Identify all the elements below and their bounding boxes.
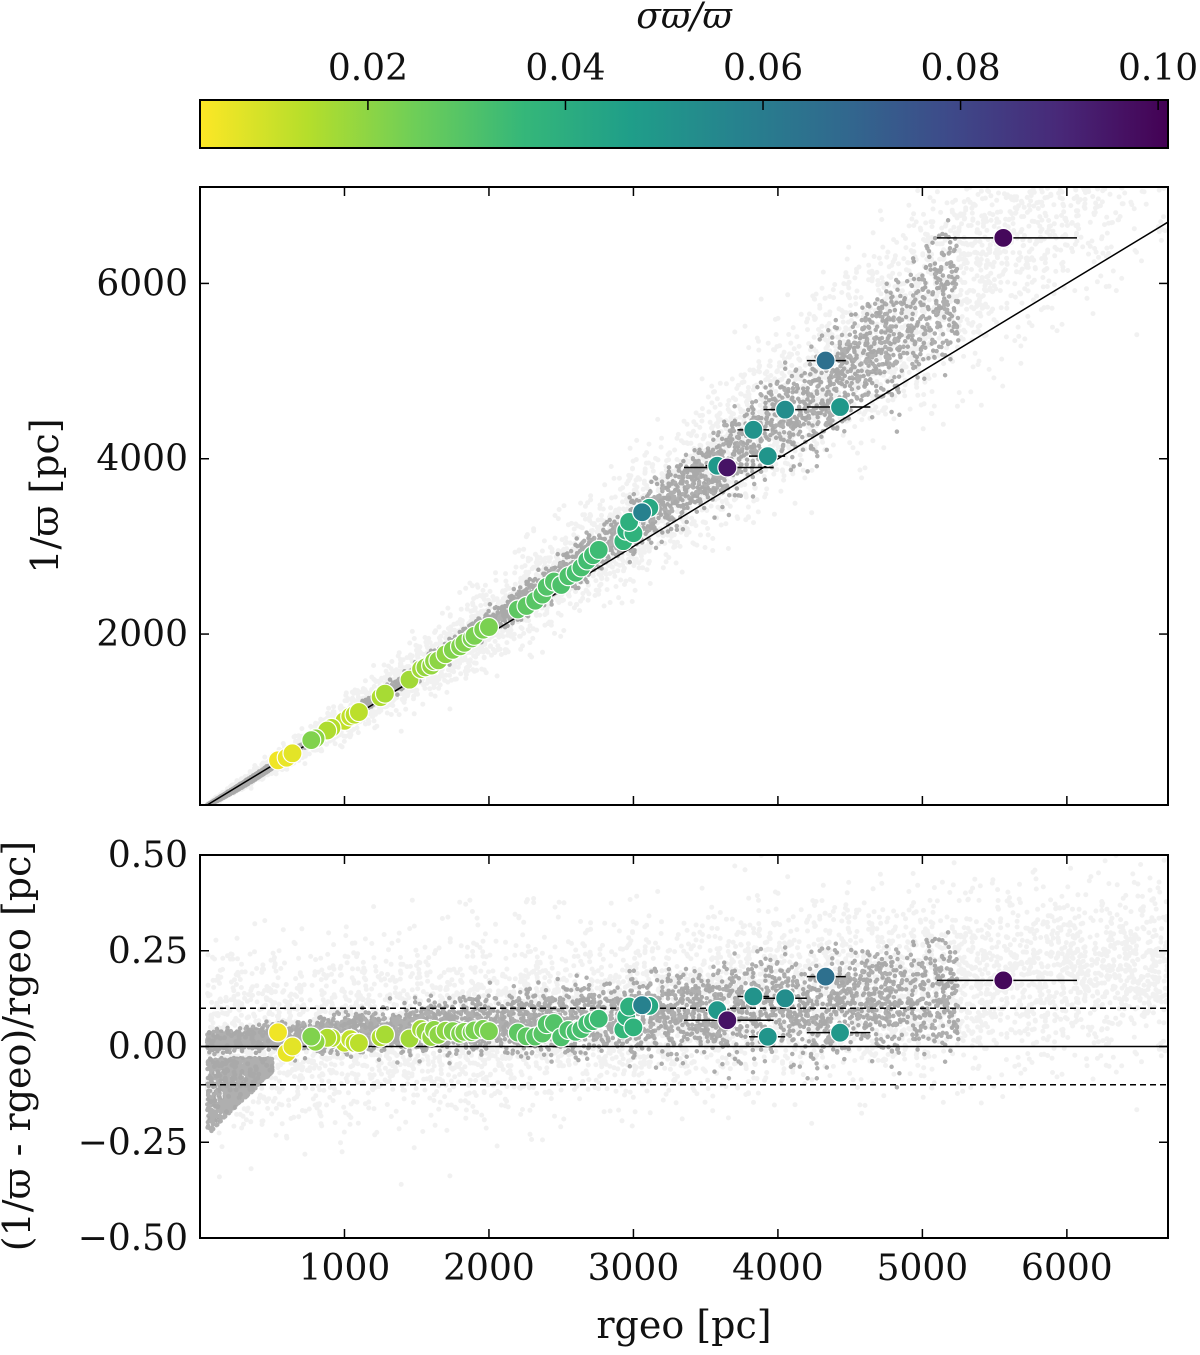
data-point — [717, 1010, 738, 1031]
data-point — [374, 683, 396, 704]
y-tick-label: 0.00 — [108, 1027, 188, 1068]
colorbar-tick-label: 0.02 — [328, 48, 408, 89]
data-point — [717, 457, 738, 478]
x-tick-label: 4000 — [732, 1248, 824, 1289]
y-tick-label: 6000 — [96, 263, 188, 304]
colorbar-tick-label: 0.08 — [920, 48, 1000, 89]
bottom-background-density — [204, 855, 1168, 1187]
data-point — [348, 701, 370, 723]
data-point — [267, 1022, 289, 1043]
bottom-xlabel: rgeo [pc] — [596, 1303, 771, 1347]
data-point — [815, 350, 836, 371]
colorbar-bar — [200, 100, 1168, 148]
x-tick-label: 1000 — [299, 1248, 391, 1289]
colorbar-tick-label: 0.04 — [525, 48, 605, 89]
bottom-panel: 1000 2000 3000 4000 5000 6000 −0.50 −0.25 0.00 0.… — [0, 835, 1169, 1347]
data-point — [348, 1032, 370, 1054]
data-point — [301, 1026, 322, 1047]
data-point — [757, 1026, 778, 1047]
y-tick-label: −0.25 — [78, 1122, 188, 1163]
data-point — [775, 988, 796, 1009]
y-tick-label: 0.25 — [108, 931, 188, 972]
data-point — [993, 227, 1014, 248]
data-point — [282, 743, 303, 764]
data-point — [623, 1017, 644, 1038]
top-ticks: 2000 4000 6000 — [96, 187, 1168, 805]
data-point — [632, 502, 653, 523]
data-point — [829, 1022, 851, 1043]
x-tick-label: 5000 — [877, 1248, 969, 1289]
x-tick-label: 3000 — [588, 1248, 680, 1289]
colorbar-tick-label: 0.06 — [723, 48, 803, 89]
y-tick-label: −0.50 — [78, 1218, 188, 1259]
y-tick-label: 0.50 — [108, 835, 188, 876]
data-point — [374, 1024, 396, 1045]
data-point — [815, 966, 836, 987]
colorbar: σϖ/ϖ 0.02 0.04 0.06 0.08 0.10 — [199, 0, 1198, 149]
data-point — [478, 616, 500, 638]
bottom-ylabel: (1/ϖ - rgeo)/rgeo [pc] — [0, 841, 39, 1251]
top-panel: 2000 4000 6000 1/ϖ [pc] — [23, 186, 1169, 806]
data-point — [743, 986, 764, 1007]
colorbar-label: σϖ/ϖ — [636, 0, 733, 37]
colorbar-ticks: 0.02 0.04 0.06 0.08 0.10 — [328, 48, 1198, 110]
x-tick-label: 2000 — [443, 1248, 535, 1289]
colorbar-frame — [199, 99, 1169, 149]
x-tick-label: 6000 — [1021, 1248, 1113, 1289]
top-ylabel: 1/ϖ [pc] — [23, 418, 67, 573]
data-point — [282, 1036, 303, 1057]
bottom-points — [267, 966, 1014, 1063]
data-point — [757, 446, 778, 467]
data-point — [829, 396, 851, 418]
bottom-ticks: 1000 2000 3000 4000 5000 6000 −0.50 −0.25 0.00 0.… — [78, 835, 1168, 1289]
data-point — [588, 539, 609, 561]
data-point — [588, 1008, 609, 1029]
data-point — [301, 730, 322, 751]
colorbar-tick-label: 0.10 — [1118, 48, 1198, 89]
top-points — [267, 227, 1014, 771]
y-tick-label: 2000 — [96, 614, 188, 655]
data-point — [743, 419, 764, 440]
data-point — [478, 1021, 500, 1042]
top-frame — [199, 186, 1169, 806]
data-point — [775, 399, 796, 420]
data-point — [632, 995, 653, 1016]
y-tick-label: 4000 — [96, 439, 188, 480]
data-point — [993, 970, 1014, 991]
